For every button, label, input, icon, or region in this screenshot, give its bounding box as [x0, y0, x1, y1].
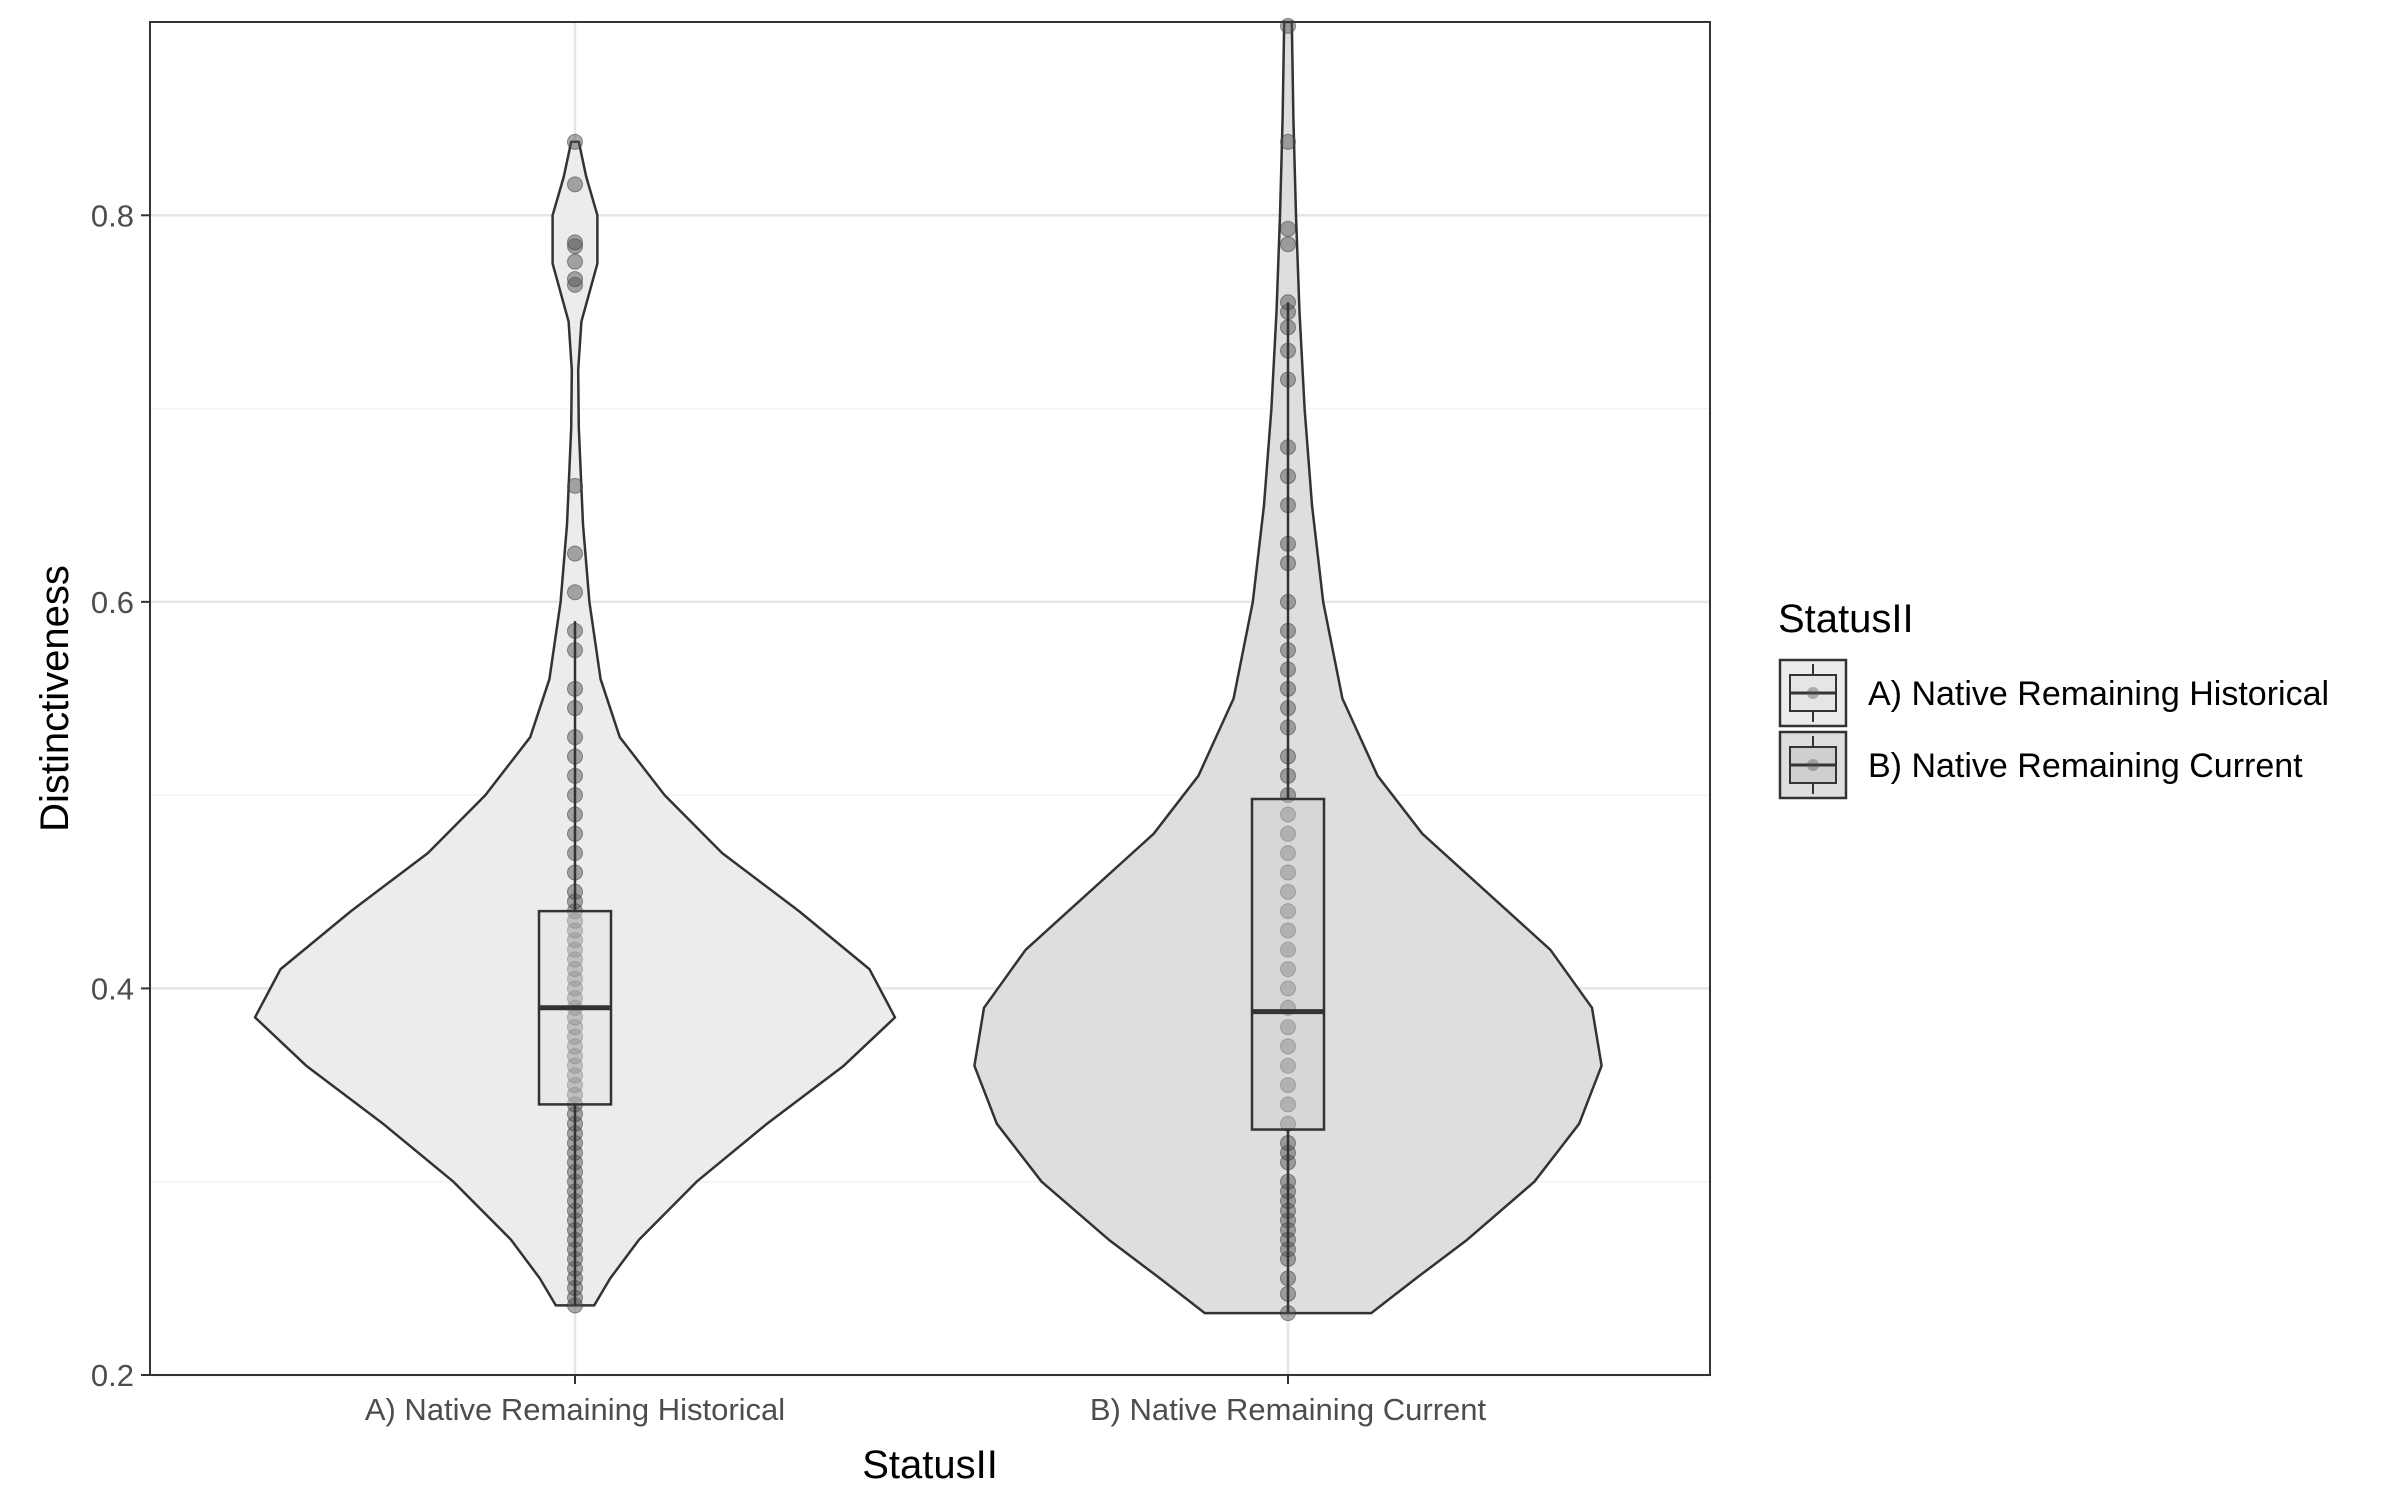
data-point — [1280, 1096, 1296, 1113]
data-point — [1280, 961, 1296, 978]
y-tick-label: 0.8 — [91, 198, 134, 233]
legend-key-point — [1807, 759, 1819, 771]
legend: StatusII A) Native Remaining Historical B… — [1778, 597, 2329, 800]
data-point — [1280, 133, 1296, 150]
x-axis-title: StatusII — [862, 1443, 998, 1487]
data-point — [567, 176, 583, 193]
data-point — [1280, 236, 1296, 253]
legend-key-point — [1807, 687, 1819, 699]
plot-panel-border — [149, 21, 1711, 1376]
data-point — [1280, 903, 1296, 920]
data-point — [1280, 1038, 1296, 1055]
boxes-layer — [537, 302, 1326, 1314]
legend-title: StatusII — [1778, 597, 1914, 641]
data-point — [1280, 220, 1296, 237]
x-tick-label: B) Native Remaining Current — [1090, 1392, 1487, 1427]
legend-label-current: B) Native Remaining Current — [1868, 747, 2303, 785]
data-point — [1280, 1057, 1296, 1074]
x-axis-ticks: A) Native Remaining Historical B) Native … — [365, 1375, 1487, 1427]
data-point — [1280, 941, 1296, 958]
data-point — [1280, 1019, 1296, 1036]
data-point — [1280, 864, 1296, 881]
data-point — [1280, 883, 1296, 900]
data-point — [1280, 1077, 1296, 1094]
data-point — [1280, 922, 1296, 939]
data-point — [567, 545, 583, 562]
data-point — [1280, 845, 1296, 862]
legend-label-historical: A) Native Remaining Historical — [1868, 675, 2329, 713]
y-axis-ticks: 0.2 0.4 0.6 0.8 — [91, 198, 150, 1393]
data-point — [1280, 825, 1296, 842]
box-current — [1250, 797, 1326, 1131]
data-point — [567, 133, 583, 150]
y-axis-title: Distinctiveness — [33, 565, 77, 832]
data-point — [1280, 980, 1296, 997]
y-tick-label: 0.6 — [91, 585, 134, 620]
data-point — [567, 253, 583, 270]
y-tick-label: 0.2 — [91, 1358, 134, 1393]
data-point — [567, 271, 583, 288]
data-point — [567, 584, 583, 601]
data-point — [567, 234, 583, 251]
data-point — [1280, 806, 1296, 823]
x-tick-label: A) Native Remaining Historical — [365, 1392, 785, 1427]
y-tick-label: 0.4 — [91, 971, 134, 1006]
data-point — [567, 477, 583, 494]
data-point — [1280, 17, 1296, 34]
